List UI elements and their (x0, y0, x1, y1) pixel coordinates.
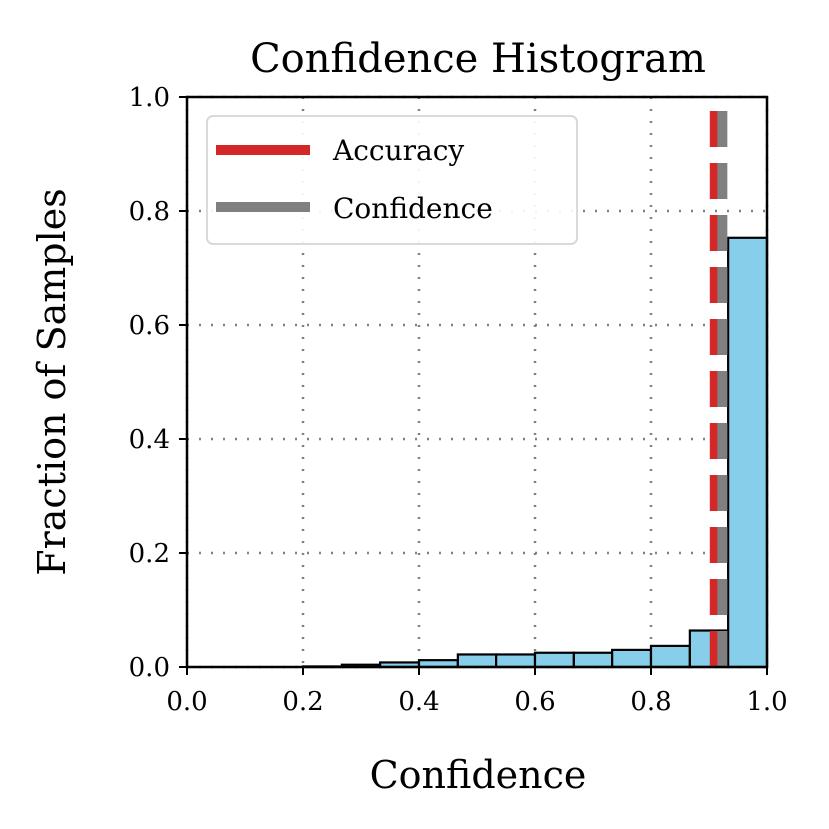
plot-frame (185, 95, 769, 669)
histogram-bar (727, 236, 769, 669)
chart-title: Confidence Histogram (250, 36, 706, 82)
bars-layer (301, 236, 769, 669)
x-tick-label: 0.0 (166, 687, 207, 717)
histogram-bar (456, 653, 498, 669)
histogram-bar (611, 648, 653, 669)
reference-lines-layer (709, 97, 728, 667)
histogram-bar (533, 651, 575, 669)
x-tick-label: 0.6 (514, 687, 555, 717)
x-axis-label: Confidence (370, 753, 587, 797)
legend-confidence-label: Confidence (333, 192, 493, 225)
x-tick-label: 1.0 (746, 687, 787, 717)
histogram-bar (572, 651, 614, 669)
y-tick-label: 0.4 (129, 425, 170, 455)
y-tick-label: 0.6 (129, 311, 170, 341)
histogram-bar (649, 644, 691, 669)
legend: Accuracy Confidence (206, 115, 578, 245)
y-tick-label: 1.0 (129, 83, 170, 113)
histogram-bar (495, 653, 537, 669)
y-axis-label: Fraction of Samples (30, 188, 74, 576)
ticks-layer: 0.0 0.2 0.4 0.6 0.8 1.0 0.0 0.2 0.4 0.6 0.8 1.0 (129, 83, 788, 717)
y-tick-label: 0.0 (129, 653, 170, 683)
y-tick-label: 0.8 (129, 197, 170, 227)
y-tick-label: 0.2 (129, 539, 170, 569)
x-tick-label: 0.2 (282, 687, 323, 717)
legend-accuracy-label: Accuracy (332, 134, 464, 167)
x-tick-label: 0.4 (398, 687, 439, 717)
x-tick-label: 0.8 (630, 687, 671, 717)
